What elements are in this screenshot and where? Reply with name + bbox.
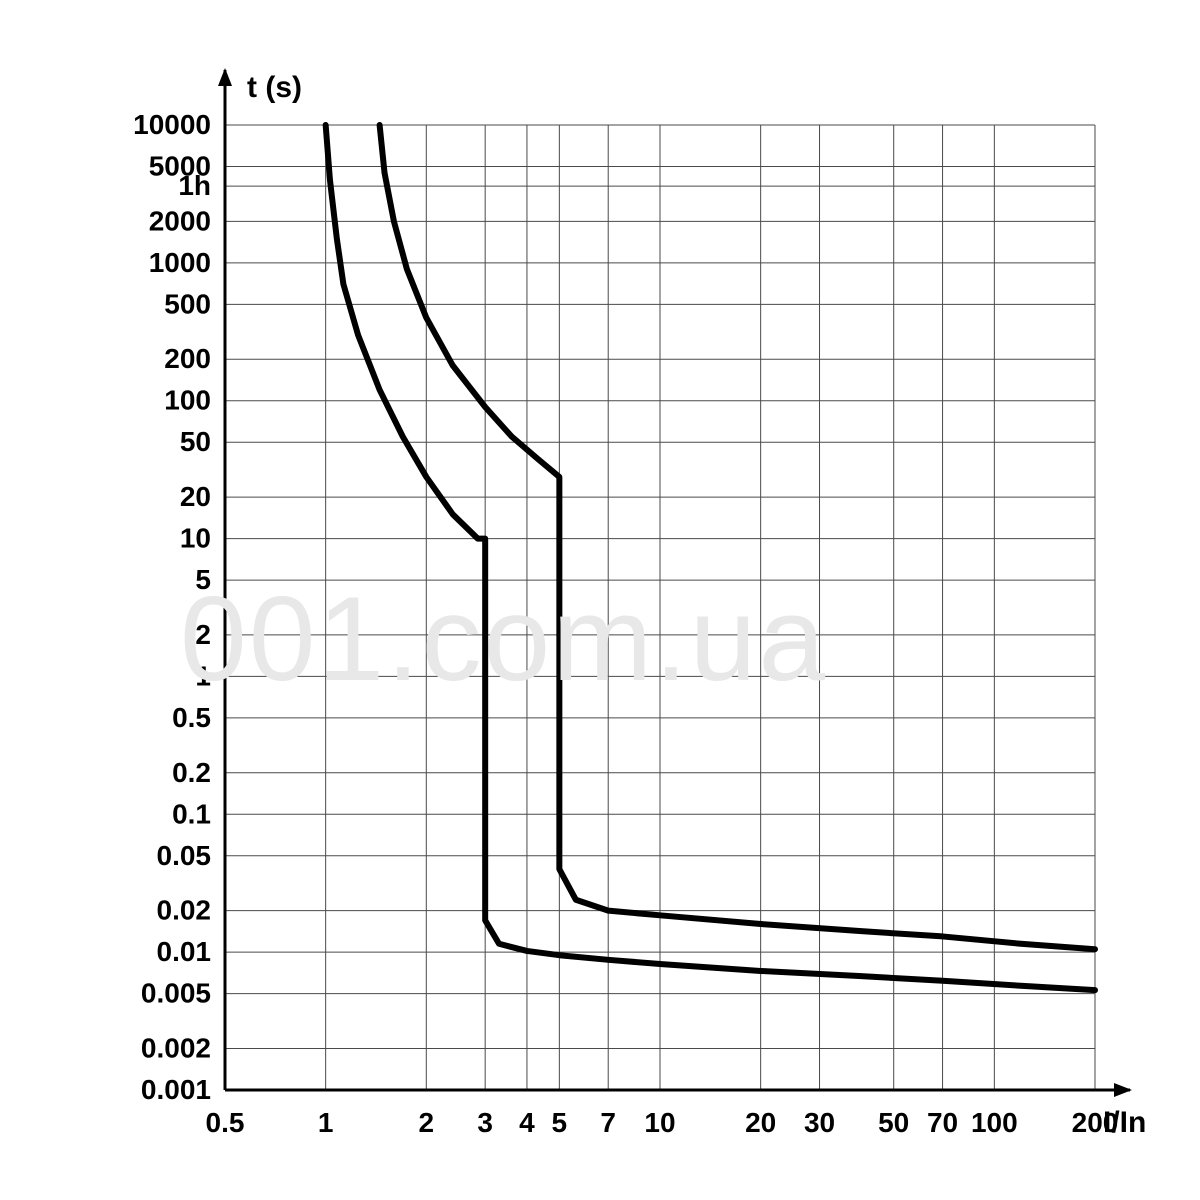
x-axis-title: I/In xyxy=(1103,1106,1146,1139)
x-tick-label: 0.5 xyxy=(206,1107,245,1138)
x-tick-label: 4 xyxy=(519,1107,535,1138)
y-tick-label: 10000 xyxy=(133,109,211,140)
y-tick-label: 0.005 xyxy=(141,978,211,1009)
x-tick-label: 5 xyxy=(552,1107,568,1138)
x-tick-label: 3 xyxy=(477,1107,493,1138)
x-tick-label: 1 xyxy=(318,1107,334,1138)
x-tick-label: 70 xyxy=(927,1107,958,1138)
y-tick-label: 200 xyxy=(164,343,211,374)
y-tick-label: 5 xyxy=(195,564,211,595)
y-tick-label: 0.02 xyxy=(157,895,212,926)
x-tick-label: 100 xyxy=(971,1107,1018,1138)
trip-curve-chart: 001.com.ua 1000050001h200010005002001005… xyxy=(0,0,1200,1200)
y-tick-label: 500 xyxy=(164,288,211,319)
y-axis-title: t (s) xyxy=(247,71,302,104)
y-tick-label: 0.001 xyxy=(141,1074,211,1105)
x-tick-label: 20 xyxy=(745,1107,776,1138)
chart-svg: 1000050001h200010005002001005020105210.5… xyxy=(0,0,1200,1200)
y-tick-label: 100 xyxy=(164,385,211,416)
y-tick-label: 50 xyxy=(180,426,211,457)
y-tick-label: 2 xyxy=(195,619,211,650)
y-tick-label: 0.05 xyxy=(157,840,212,871)
y-tick-label: 0.002 xyxy=(141,1033,211,1064)
x-tick-label: 7 xyxy=(600,1107,616,1138)
y-tick-label: 1 xyxy=(195,660,211,691)
y-tick-label: 20 xyxy=(180,481,211,512)
y-tick-label: 0.2 xyxy=(172,757,211,788)
x-tick-label: 10 xyxy=(644,1107,675,1138)
y-tick-label: 0.01 xyxy=(157,936,212,967)
x-tick-label: 2 xyxy=(419,1107,435,1138)
y-tick-label: 0.5 xyxy=(172,702,211,733)
x-tick-label: 30 xyxy=(804,1107,835,1138)
y-tick-label: 10 xyxy=(180,523,211,554)
y-tick-label: 1h xyxy=(178,170,211,201)
y-tick-label: 0.1 xyxy=(172,798,211,829)
y-tick-label: 2000 xyxy=(149,205,211,236)
y-tick-label: 1000 xyxy=(149,247,211,278)
x-tick-label: 50 xyxy=(878,1107,909,1138)
